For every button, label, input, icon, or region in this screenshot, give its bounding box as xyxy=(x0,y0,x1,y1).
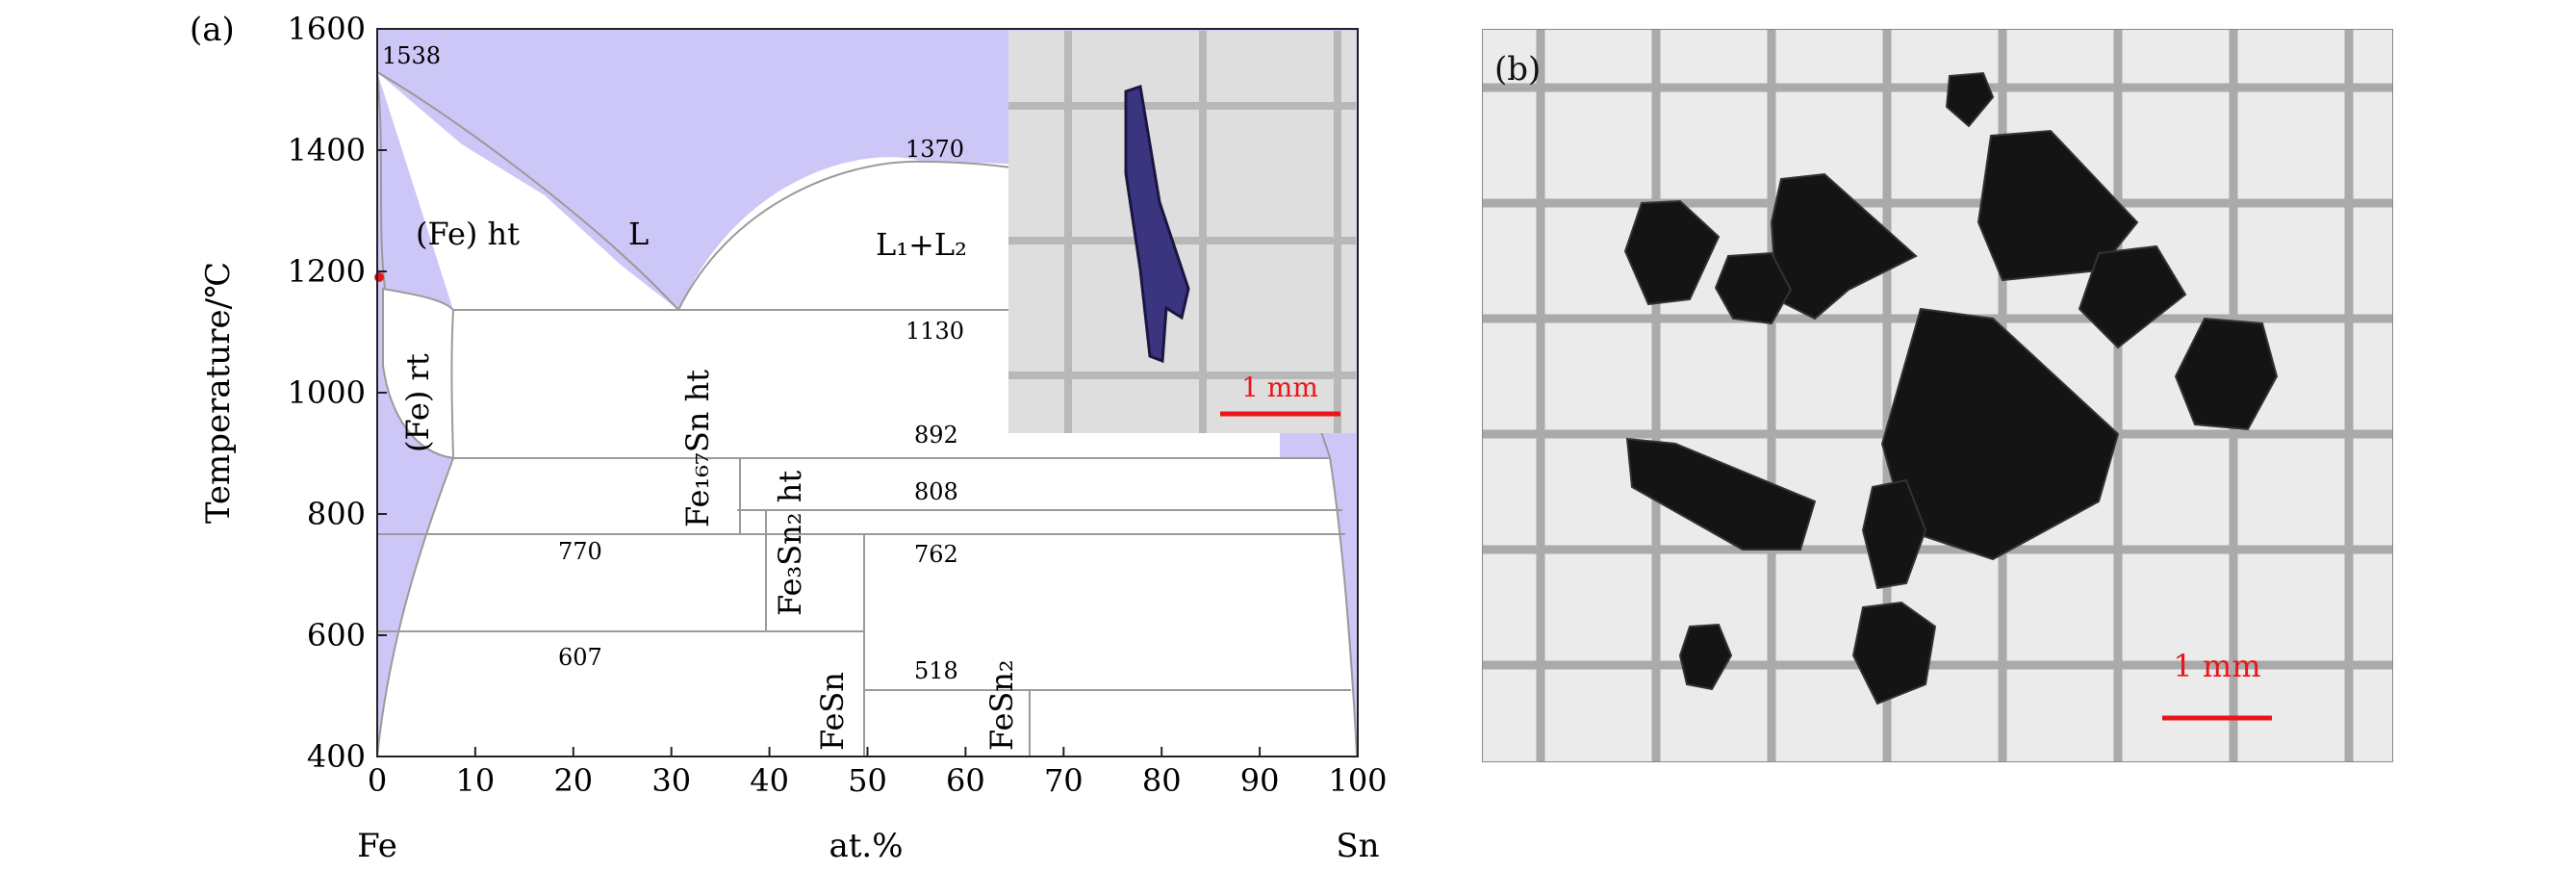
crystal-needle xyxy=(1124,85,1190,364)
phase-diagram: 1 mm 0 10 20 30 40 50 60 70 80 90 100 400 600 800 1000… xyxy=(199,11,1388,865)
y-tick-label: 600 xyxy=(307,617,366,654)
inset-scale-label: 1 mm xyxy=(1241,372,1318,403)
region-fe3sn2-ht: Fe₃Sn₂ ht xyxy=(772,471,808,616)
label-607: 607 xyxy=(558,644,602,671)
x-tick-label: 10 xyxy=(456,762,496,799)
crystal xyxy=(1861,478,1927,590)
y-axis-label: Temperature/℃ xyxy=(199,262,238,524)
crystal xyxy=(1714,251,1793,325)
label-1538: 1538 xyxy=(382,42,441,69)
inset-grid xyxy=(1008,31,1356,433)
crystal xyxy=(1625,437,1817,551)
liquidus-right xyxy=(1279,309,1358,757)
x-tick-label: 40 xyxy=(750,762,789,799)
label-1370: 1370 xyxy=(905,136,964,163)
fe-rt-loop xyxy=(382,287,455,460)
crystal xyxy=(1678,623,1733,691)
crystal xyxy=(1880,307,2120,561)
x-tick-label: 70 xyxy=(1044,762,1084,799)
panel-a-label: (a) xyxy=(190,11,235,49)
x-end-label-sn: Sn xyxy=(1336,827,1379,865)
x-axis-label: at.% xyxy=(829,827,903,865)
region-fe-rt: (Fe) rt xyxy=(399,353,436,452)
crystal-photo: 1 mm (b) xyxy=(1482,29,2393,762)
x-tick-label: 80 xyxy=(1142,762,1182,799)
region-fe-ht: (Fe) ht xyxy=(416,216,520,252)
region-fe167sn-ht: Fe₁₆₇Sn ht xyxy=(679,370,716,527)
x-tick-label: 30 xyxy=(651,762,691,799)
x-end-label-fe: Fe xyxy=(357,827,397,865)
region-fesn2: FeSn₂ xyxy=(983,659,1020,751)
y-tick-label: 400 xyxy=(307,738,366,775)
curie-marker xyxy=(374,272,384,282)
y-tick-label: 1600 xyxy=(288,11,366,47)
x-tick-label: 20 xyxy=(553,762,593,799)
crystal xyxy=(1770,172,1918,321)
label-518: 518 xyxy=(914,657,958,684)
scale-bar-label: 1 mm xyxy=(2173,648,2260,684)
x-tick-label: 50 xyxy=(848,762,887,799)
x-tick-label: 100 xyxy=(1328,762,1387,799)
region-l: L xyxy=(628,216,649,252)
liquidus-left xyxy=(376,71,679,311)
region-fesn: FeSn xyxy=(814,672,851,751)
label-770: 770 xyxy=(558,538,602,565)
x-tick-label: 60 xyxy=(946,762,985,799)
inset-photo: 1 mm xyxy=(1008,31,1356,433)
crystals xyxy=(1623,71,2279,705)
x-tick-label: 0 xyxy=(368,762,387,799)
panel-b-label: (b) xyxy=(1494,50,1541,89)
crystal xyxy=(1945,71,1995,128)
crystal xyxy=(2078,244,2187,349)
x-tick-label: 90 xyxy=(1240,762,1280,799)
label-762: 762 xyxy=(914,541,958,568)
label-1130: 1130 xyxy=(905,318,964,345)
crystal-photo-image: 1 mm (b) xyxy=(1483,30,2392,761)
crystal xyxy=(1623,199,1721,306)
label-808: 808 xyxy=(914,478,958,505)
region-l1l2: L₁+L₂ xyxy=(876,226,967,263)
label-892: 892 xyxy=(914,422,958,449)
two-phase-region-high xyxy=(377,72,678,310)
axis-ticks: 0 10 20 30 40 50 60 70 80 90 100 400 600 800 1000 1200 1… xyxy=(288,11,1388,799)
y-tick-label: 1000 xyxy=(288,374,366,411)
crystal xyxy=(2174,317,2279,431)
y-tick-label: 1200 xyxy=(288,253,366,290)
y-tick-label: 800 xyxy=(307,496,366,532)
crystal xyxy=(1851,601,1937,705)
y-tick-label: 1400 xyxy=(288,132,366,168)
